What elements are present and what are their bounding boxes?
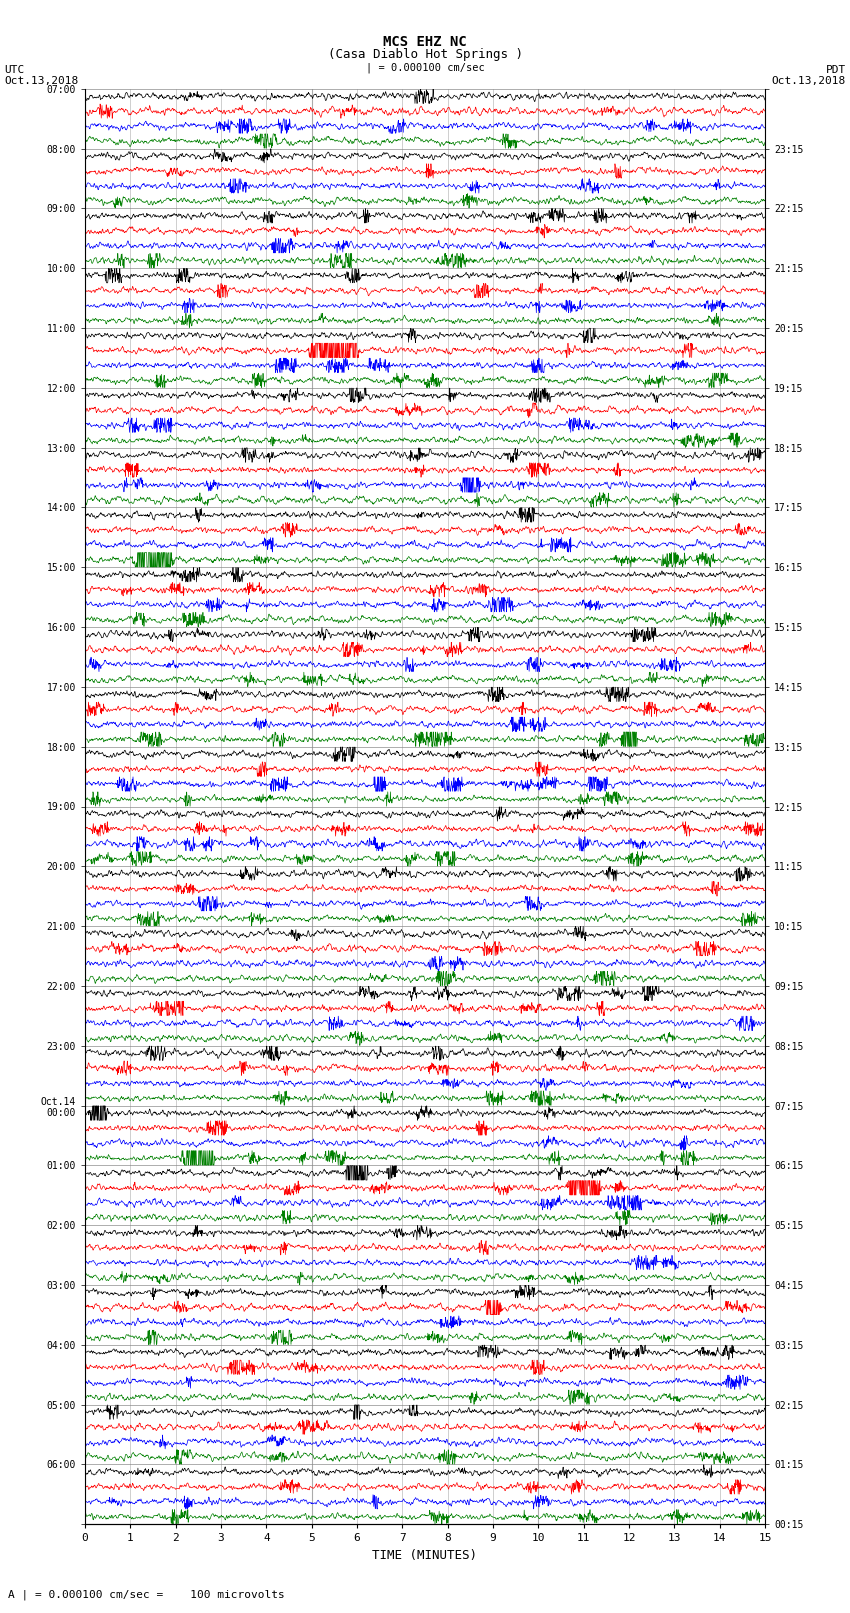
Text: (Casa Diablo Hot Springs ): (Casa Diablo Hot Springs ): [327, 48, 523, 61]
Text: PDT: PDT: [825, 65, 846, 74]
Text: A | = 0.000100 cm/sec =    100 microvolts: A | = 0.000100 cm/sec = 100 microvolts: [8, 1589, 286, 1600]
Text: UTC: UTC: [4, 65, 25, 74]
Text: | = 0.000100 cm/sec: | = 0.000100 cm/sec: [366, 63, 484, 74]
Text: Oct.13,2018: Oct.13,2018: [4, 76, 78, 85]
Text: Oct.13,2018: Oct.13,2018: [772, 76, 846, 85]
X-axis label: TIME (MINUTES): TIME (MINUTES): [372, 1548, 478, 1561]
Text: MCS EHZ NC: MCS EHZ NC: [383, 35, 467, 50]
